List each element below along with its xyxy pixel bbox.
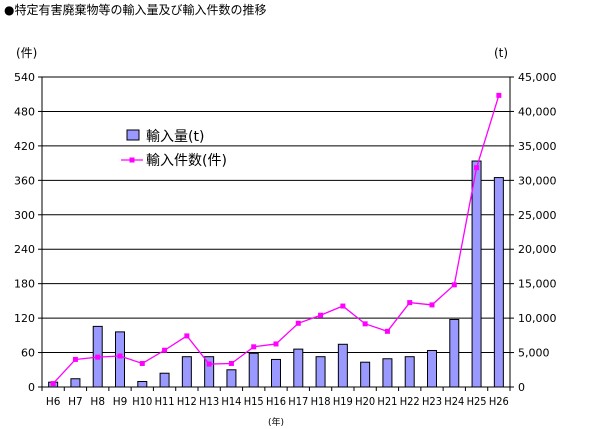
right-tick-label: 15,000 [518,278,557,291]
x-axis-ticks: H6 H7 H8 H9 H10 H11 H12 H13 H14 H15 H16 H17 H18 H19 H2… [46,396,509,408]
line-marker [496,92,502,98]
line-marker [95,354,101,360]
x-tick-label: H26 [489,396,509,408]
x-tick-label: H21 [377,396,397,408]
left-tick-label: 60 [21,347,35,360]
line-marker [340,303,346,309]
line-marker [295,320,301,326]
left-tick-label: 360 [14,174,35,187]
line-marker [162,347,168,353]
bar [70,378,81,388]
bar-series-import-volume [48,160,504,388]
line-marker [184,333,190,339]
x-tick-label: H25 [467,396,487,408]
x-tick-label: H20 [355,396,375,408]
line-marker [117,353,123,359]
bar [382,358,393,388]
left-tick-label: 300 [14,209,35,222]
bar [471,160,482,388]
line-series-import-count [50,92,502,387]
bar [137,380,148,388]
left-tick-label: 180 [14,278,35,291]
bar [115,331,125,388]
legend: 輸入量(t) 輸入件数(件) [121,129,227,169]
x-tick-label: H12 [177,396,197,408]
line-marker [384,328,390,334]
x-axis-label: (年) [268,416,284,428]
x-tick-label: H24 [444,396,464,408]
line-marker [429,302,435,308]
gridlines [42,76,510,354]
left-tick-label: 540 [14,71,35,84]
left-tick-label: 120 [14,312,35,325]
x-tick-label: H22 [400,396,420,408]
right-axis-unit-label: (t) [494,46,508,60]
bar [360,361,371,388]
right-tick-label: 30,000 [518,174,557,187]
x-tick-label: H9 [113,396,128,408]
line-marker [139,360,145,366]
x-tick-label: H7 [68,396,83,408]
line-marker [251,344,257,350]
x-tick-label: H10 [132,396,152,408]
x-tick-label: H18 [311,396,331,408]
x-tick-label: H14 [221,396,241,408]
right-axis-ticks: 0 5,000 10,000 15,000 20,000 25,000 30,000 35,0… [518,71,557,394]
bar [159,372,170,388]
legend-label-bar: 輸入量(t) [146,129,204,145]
right-tick-label: 35,000 [518,140,557,153]
left-axis-unit-label: (件) [16,46,37,60]
line-marker [451,282,457,288]
x-tick-label: H8 [90,396,105,408]
axes [38,76,514,391]
x-tick-label: H19 [333,396,353,408]
legend-swatch-bar [126,129,140,141]
right-tick-label: 40,000 [518,105,557,118]
right-tick-label: 10,000 [518,312,557,325]
bar [337,343,348,388]
right-tick-label: 0 [518,381,525,394]
bar [226,369,237,388]
bar [293,348,304,388]
line-marker [228,360,234,366]
right-tick-label: 5,000 [518,347,550,360]
bar [315,356,326,388]
x-tick-label: H13 [199,396,219,408]
line-marker [50,381,56,387]
x-tick-label: H17 [288,396,308,408]
bar [404,356,415,388]
line-marker [407,300,413,306]
left-tick-label: 240 [14,243,35,256]
bar [248,352,259,388]
bar [427,349,437,388]
x-tick-label: H23 [422,396,442,408]
x-tick-label: H6 [46,396,61,408]
line-marker [206,361,212,367]
line-marker [474,165,480,171]
right-tick-label: 45,000 [518,71,557,84]
right-tick-label: 25,000 [518,209,557,222]
bar [449,318,460,388]
bar [271,358,281,388]
left-tick-label: 420 [14,140,35,153]
line-marker [72,356,78,362]
line-marker [318,312,324,318]
left-tick-label: 480 [14,105,35,118]
x-tick-label: H16 [266,396,286,408]
bar [204,356,215,388]
bar [181,356,192,388]
legend-swatch-marker [129,157,135,163]
line-marker [273,341,279,347]
x-tick-label: H15 [244,396,264,408]
line-marker [362,321,368,327]
x-tick-label: H11 [155,396,175,408]
left-tick-label: 0 [28,381,35,394]
bar [493,177,504,388]
left-axis-ticks: 0 60 120 180 240 300 360 420 480 540 [14,71,35,394]
chart-title: ●特定有害廃棄物等の輸入量及び輸入件数の推移 [4,2,266,17]
legend-label-line: 輸入件数(件) [146,153,227,169]
right-tick-label: 20,000 [518,243,557,256]
